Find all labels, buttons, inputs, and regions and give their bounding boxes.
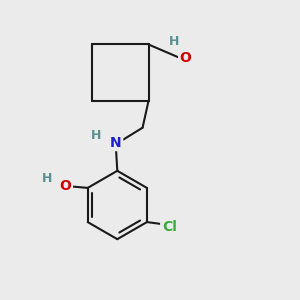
- Text: H: H: [169, 35, 179, 48]
- Text: O: O: [59, 179, 71, 194]
- Text: H: H: [42, 172, 52, 185]
- Text: Cl: Cl: [162, 220, 177, 234]
- Text: N: N: [110, 136, 122, 150]
- Text: O: O: [180, 51, 192, 65]
- Text: H: H: [91, 129, 102, 142]
